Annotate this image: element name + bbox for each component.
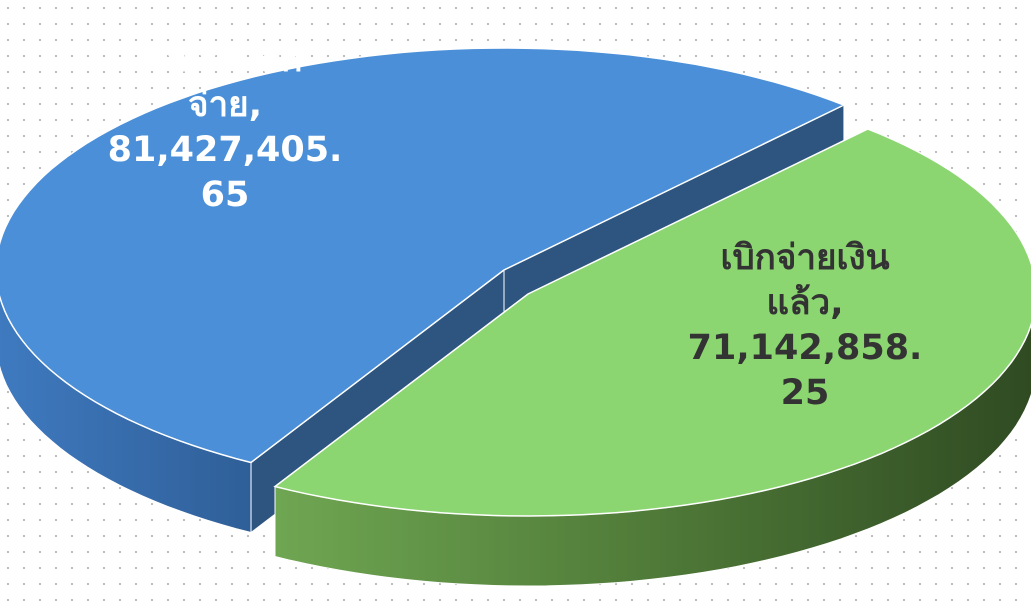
slice (0, 47, 846, 464)
label-text: รอการเบิกจ่าย, (120, 38, 330, 128)
label-text: 81,427,405.65 (107, 130, 343, 215)
data-label: เบิกจ่ายเงินแล้ว, 71,142,858.25 (675, 236, 935, 416)
slice (273, 128, 1031, 517)
data-label: รอการเบิกจ่าย, 81,427,405.65 (95, 38, 355, 218)
label-text: , (248, 85, 262, 125)
label-text: รอการเบิกจ่าย (147, 40, 303, 125)
label-text: เบิกจ่ายเงินแล้ว, (690, 236, 920, 326)
label-text: , (830, 283, 844, 323)
label-text: เบิกจ่ายเงินแล้ว (720, 238, 890, 323)
label-text: 71,142,858.25 (687, 328, 923, 413)
